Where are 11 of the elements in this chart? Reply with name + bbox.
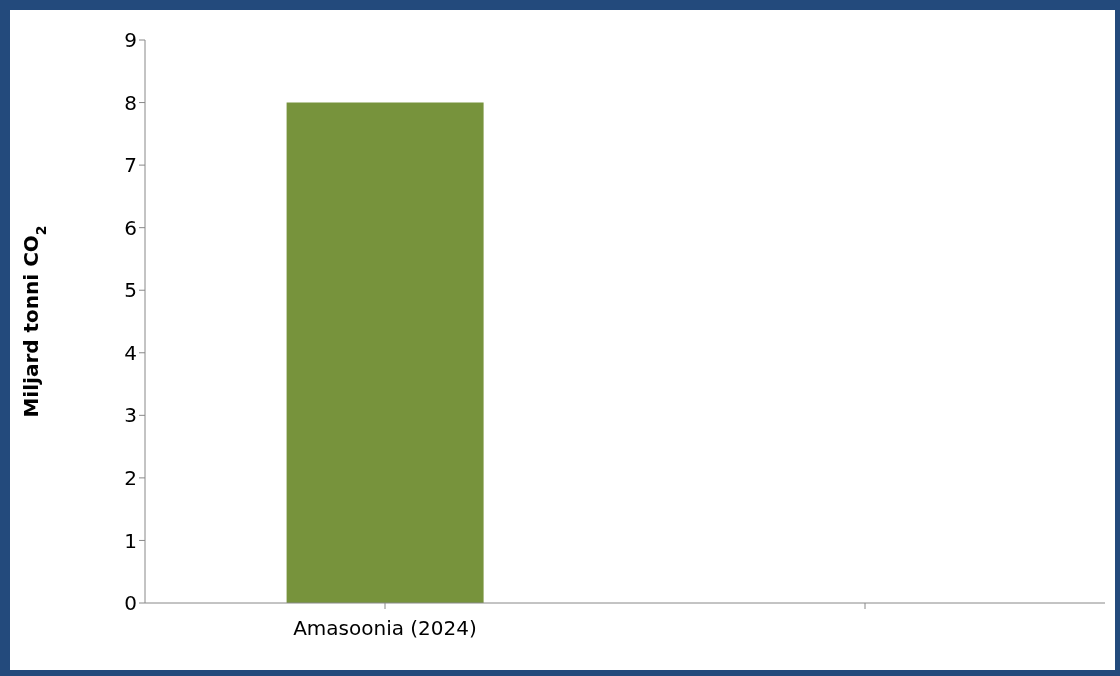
y-tick-label: 9 [124,28,137,53]
y-tick-label: 5 [124,278,137,303]
y-tick-label: 7 [124,153,137,178]
y-tick-label: 8 [124,90,137,115]
y-tick-label: 1 [124,528,137,553]
y-tick-label: 6 [124,215,137,240]
y-tick-label: 4 [124,340,137,365]
y-tick-label: 3 [124,403,137,428]
x-tick-label: Amasoonia (2024) [293,616,477,641]
y-tick-label: 2 [124,465,137,490]
y-tick-label: 0 [124,591,137,616]
